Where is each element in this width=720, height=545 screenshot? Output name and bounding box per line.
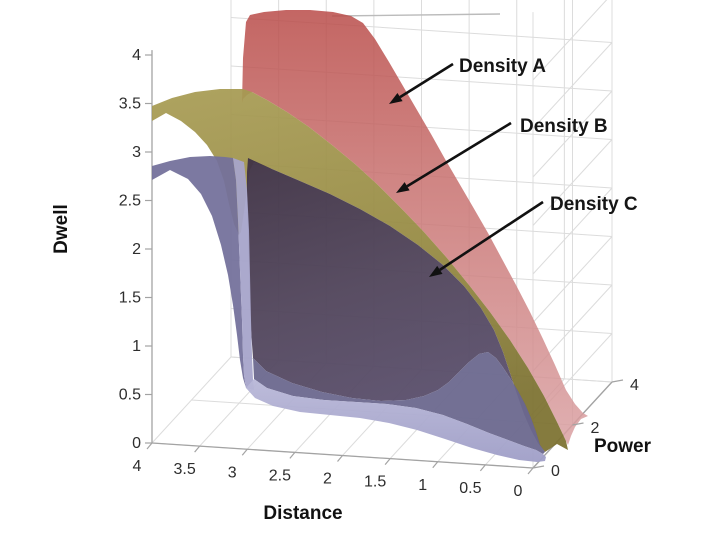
distance-tick-label: 3.5 <box>174 461 196 478</box>
x-axis-label: Distance <box>263 503 343 524</box>
distance-tick <box>432 461 439 469</box>
density-c-arrow <box>439 200 544 271</box>
dwell-tick-label: 2.5 <box>119 193 141 210</box>
distance-tick <box>527 467 534 475</box>
annotation-arrows <box>389 62 544 277</box>
distance-tick-label: 2 <box>323 471 332 488</box>
power-tick <box>532 465 545 469</box>
density-a-arrow-head <box>389 93 403 104</box>
distance-tick <box>289 451 296 459</box>
grid-line <box>532 139 613 226</box>
density-c-arrow-head <box>429 265 443 277</box>
y-axis-label: Power <box>594 436 652 457</box>
surface-density-a <box>242 10 588 445</box>
distance-tick <box>194 445 201 453</box>
density-a-annotation: Density A <box>459 56 546 77</box>
distance-tick-label: 1.5 <box>364 474 386 491</box>
surface-density-c-tail <box>246 379 546 462</box>
distance-tick <box>146 442 153 450</box>
tick-labels: 0 0.5 1 1.5 2 2.5 3 3.5 4 0 0.5 1 1.5 2 2.5 3 3.5 4 0 2 4 <box>119 47 639 500</box>
distance-tick <box>241 448 248 456</box>
dwell-tick-label: 0 <box>132 435 141 452</box>
grid-line <box>532 187 613 275</box>
power-tick-label: 0 <box>551 463 560 480</box>
distance-tick-label: 2.5 <box>269 467 291 484</box>
distance-tick <box>479 464 486 472</box>
density-a-arrow <box>399 62 454 99</box>
density-c-annotation: Density C <box>550 194 638 215</box>
box-top-edge <box>331 13 501 17</box>
distance-tick <box>337 455 343 462</box>
dwell-tick-label: 2 <box>132 241 141 258</box>
grid-line <box>532 90 613 178</box>
distance-tick-label: 3 <box>228 464 237 481</box>
density-b-arrow-head <box>396 182 410 193</box>
dwell-tick-label: 4 <box>132 47 141 64</box>
dwell-tick-label: 1 <box>132 338 141 355</box>
power-tick-label: 2 <box>591 420 600 437</box>
dwell-tick-label: 1.5 <box>119 290 141 307</box>
distance-tick-label: 1 <box>418 477 427 494</box>
dwell-tick-label: 3.5 <box>119 96 141 113</box>
grid-line <box>532 236 613 323</box>
distance-tick-label: 0 <box>514 483 523 500</box>
power-tick <box>611 379 624 383</box>
power-tick <box>572 422 584 426</box>
dwell-tick-label: 0.5 <box>119 387 141 404</box>
density-b-annotation: Density B <box>520 116 608 137</box>
surface-density-c-left-face <box>152 156 246 388</box>
distance-tick-label: 4 <box>133 458 142 475</box>
power-tick-label: 4 <box>630 377 639 394</box>
grid-line <box>532 0 608 81</box>
dwell-tick-label: 3 <box>132 144 141 161</box>
distance-tick-label: 0.5 <box>459 480 481 497</box>
distance-tick <box>384 458 391 466</box>
surface-density-c-mid-band <box>253 352 545 454</box>
density-b-arrow <box>406 121 512 188</box>
surface-density-c-front <box>247 158 545 452</box>
z-axis-label: Dwell <box>51 204 72 254</box>
grid-line <box>532 42 613 129</box>
surface-density-c-edge-highlight <box>233 158 254 390</box>
